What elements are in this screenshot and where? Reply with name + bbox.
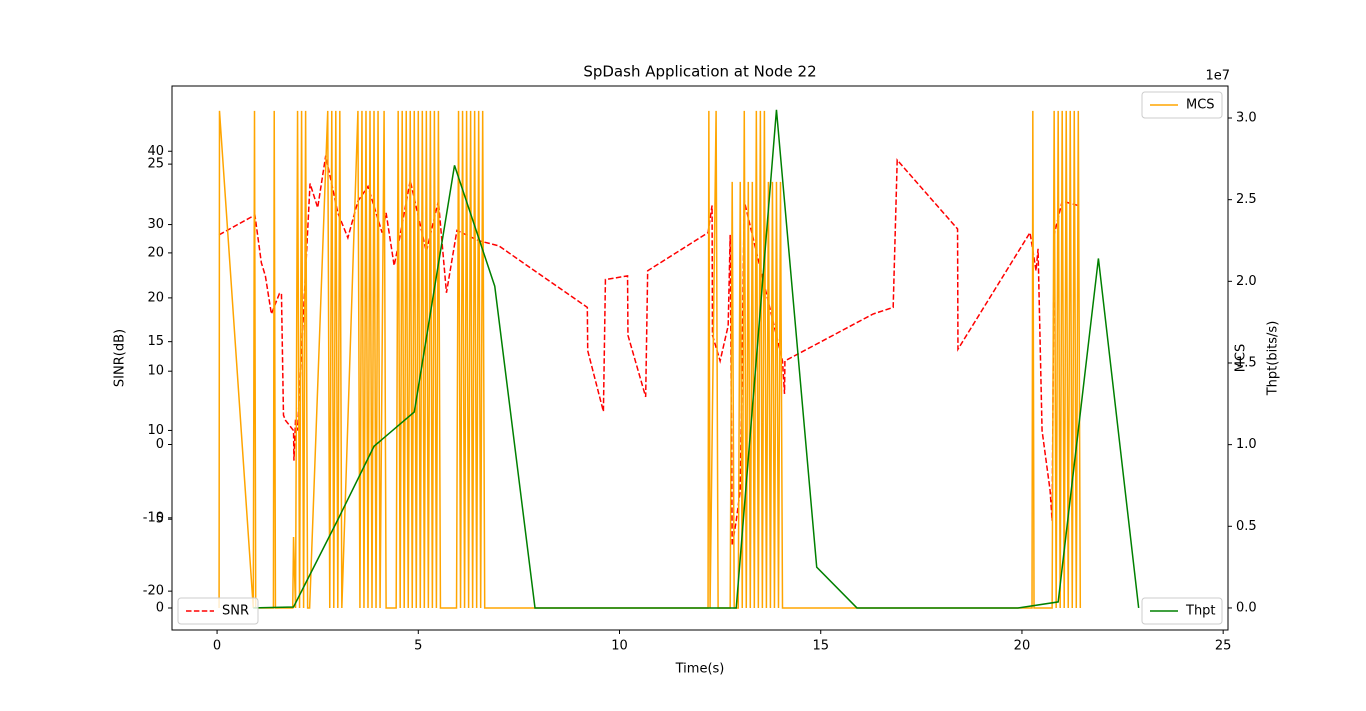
series-line: [253, 109, 1140, 609]
legend: SNR: [177, 597, 259, 625]
y2-axis-label: MCS: [1234, 344, 1249, 373]
y-tick-label: 20: [147, 290, 164, 305]
plot-frame: [171, 85, 1229, 631]
chart-title: SpDash Application at Node 22: [583, 63, 816, 81]
x-axis-label: Time(s): [675, 662, 725, 677]
y-tick-label: 30: [147, 217, 164, 232]
legend-label: Thpt: [1185, 604, 1216, 619]
y-tick-label: 40: [147, 144, 164, 159]
y3-tick-label: 2.5: [1236, 192, 1257, 207]
legend-box: [1141, 597, 1223, 625]
legend: Thpt: [1141, 597, 1223, 625]
y2-tick-label: 25: [147, 157, 164, 172]
legend-label: SNR: [222, 604, 249, 619]
x-tick-label: 15: [812, 639, 829, 654]
y-tick-label: 0: [156, 437, 164, 452]
series-line: [218, 155, 1079, 546]
y3-offset-label: 1e7: [1205, 69, 1230, 84]
y2-tick-label: 5: [156, 512, 164, 527]
y-tick-label: 10: [147, 364, 164, 379]
y3-tick-label: 0.0: [1236, 600, 1257, 615]
y2-tick-label: 10: [147, 423, 164, 438]
legend-box: [177, 597, 259, 625]
y3-tick-label: 3.0: [1236, 111, 1257, 126]
x-tick-label: 5: [414, 639, 422, 654]
y-tick-label: -20: [143, 584, 164, 599]
y2-tick-label: 0: [156, 600, 164, 615]
y3-tick-label: 1.0: [1236, 437, 1257, 452]
x-tick-label: 0: [213, 639, 221, 654]
y3-tick-label: 0.5: [1236, 519, 1257, 534]
y3-tick-label: 1.5: [1236, 355, 1257, 370]
legend-box: [1141, 91, 1223, 119]
series-line: [218, 110, 1082, 609]
legend-label: MCS: [1186, 98, 1215, 113]
y2-tick-label: 15: [147, 334, 164, 349]
y-axis-label: SINR(dB): [113, 329, 128, 387]
y2-tick-label: 20: [147, 245, 164, 260]
y3-tick-label: 2.0: [1236, 274, 1257, 289]
legend: MCS: [1141, 91, 1223, 119]
y3-axis-label: Thpt(bits/s): [1266, 321, 1281, 397]
x-tick-label: 10: [611, 639, 628, 654]
x-tick-label: 25: [1215, 639, 1232, 654]
y-tick-label: -10: [143, 510, 164, 525]
x-tick-label: 20: [1014, 639, 1031, 654]
